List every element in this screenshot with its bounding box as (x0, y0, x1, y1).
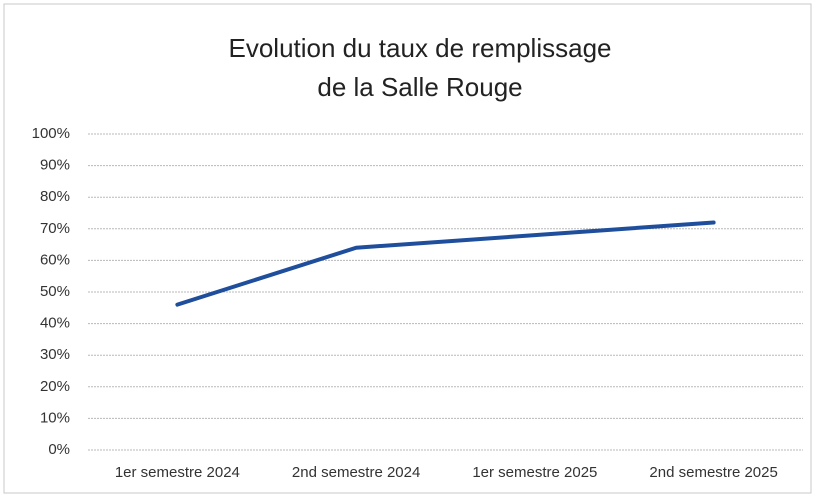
y-tick-label: 80% (40, 188, 70, 205)
chart-title: Evolution du taux de remplissage (228, 33, 611, 63)
x-tick-label: 1er semestre 2024 (115, 464, 240, 481)
data-line (175, 220, 716, 307)
y-tick-label: 40% (40, 315, 70, 332)
x-tick-label: 2nd semestre 2024 (292, 464, 420, 481)
y-tick-label: 100% (32, 125, 70, 142)
y-tick-label: 30% (40, 346, 70, 363)
y-tick-label: 0% (48, 441, 70, 458)
chart-border (3, 3, 812, 494)
y-tick-label: 60% (40, 251, 70, 268)
y-tick-label: 70% (40, 220, 70, 237)
x-tick-label: 1er semestre 2025 (472, 464, 597, 481)
y-tick-label: 20% (40, 378, 70, 395)
chart-title: de la Salle Rouge (317, 72, 522, 102)
y-tick-label: 50% (40, 283, 70, 300)
y-tick-label: 90% (40, 157, 70, 174)
y-tick-label: 10% (40, 409, 70, 426)
x-tick-label: 2nd semestre 2025 (649, 464, 777, 481)
